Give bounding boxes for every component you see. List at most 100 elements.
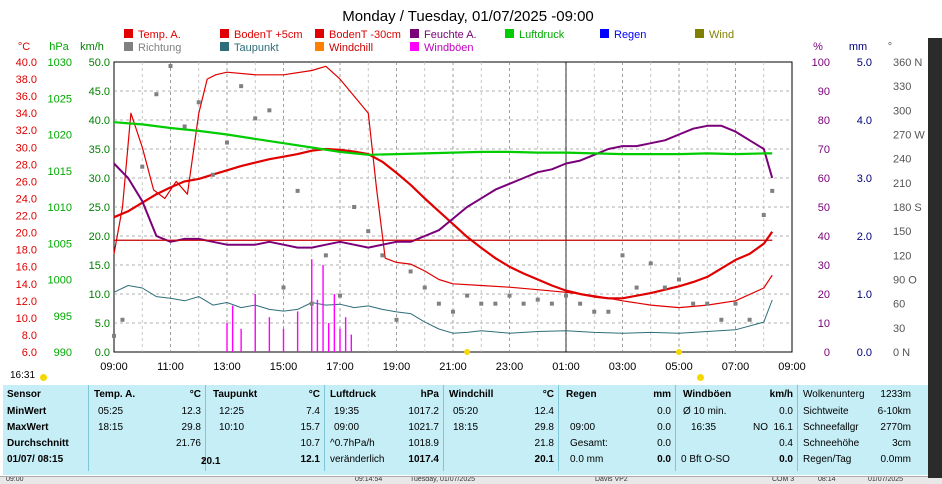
pressure-axis-tick: 1010: [48, 202, 72, 214]
taupunkt-column: Taupunkt °C 12:25 7.4 10:10 15.7 10.7 12.1: [207, 385, 325, 471]
direction-point: [479, 301, 484, 306]
temp-axis-tick: 36.0: [16, 91, 37, 103]
windboeen-current-value: 0.0: [779, 454, 793, 465]
legend-label-bodent-5cm: BodenT +5cm: [234, 29, 303, 41]
direction-axis-tick: 60: [893, 299, 905, 311]
pressure-axis-tick: 1015: [48, 166, 72, 178]
direction-point: [253, 116, 258, 121]
direction-point: [761, 213, 766, 218]
direction-axis-tick: 360 N: [893, 57, 922, 69]
left-axes: 40.0 38.0 36.0 34.0 32.0 30.0 28.0 26.0 24.0 22.0…: [16, 57, 110, 359]
regen-since-time: 09:00: [570, 422, 596, 433]
speed-axis-tick: 20.0: [89, 231, 110, 243]
speed-axis-unit: km/h: [80, 41, 104, 53]
direction-point: [691, 301, 696, 306]
direction-point: [634, 285, 639, 290]
pressure-axis-unit: hPa: [49, 41, 69, 53]
summary-panel: Sensor MinWert MaxWert Durchschnitt 01/0…: [3, 385, 938, 475]
taupunkt-max-value: 15.7: [300, 422, 320, 433]
direction-point: [112, 333, 116, 338]
humidity-axis-tick: 100: [812, 57, 830, 69]
direction-axis-tick: 90 O: [893, 275, 917, 287]
speed-axis-tick: 45.0: [89, 86, 110, 98]
temp-max-time: 18:15: [98, 422, 124, 433]
direction-point: [380, 253, 385, 258]
status-bar: 09:00 09:14:54 Tuesday, 01/07/2025 Davis…: [0, 476, 942, 484]
rain-axis-tick: 0.0: [857, 347, 872, 359]
x-axis-tick: 19:00: [383, 361, 411, 373]
windboeen-header: Windböen: [683, 389, 732, 400]
x-axis-tick: 13:00: [213, 361, 241, 373]
rain-axis-unit: mm: [849, 41, 867, 53]
window-edge: [928, 38, 942, 478]
direction-point: [493, 301, 498, 306]
legend-swatch-bodent-30cm: [315, 29, 324, 38]
visibility-label: Sichtweite: [803, 406, 849, 417]
windchill-min-value: 12.4: [534, 406, 554, 417]
direction-axis-tick: 150: [893, 226, 911, 238]
rain-axis-tick: 1.0: [857, 289, 872, 301]
windchill-header: Windchill: [449, 389, 494, 400]
humidity-axis-unit: %: [813, 41, 823, 53]
taupunkt-header: Taupunkt: [213, 389, 258, 400]
snowline-value: 2770m: [880, 422, 911, 433]
direction-point: [323, 253, 328, 258]
x-axis-tick: 05:00: [665, 361, 693, 373]
temp-axis-tick: 12.0: [16, 296, 37, 308]
direction-axis-tick: 0 N: [893, 347, 910, 359]
direction-point: [225, 140, 229, 145]
windchill-avg-value: 21.8: [534, 438, 554, 449]
temp-axis-tick: 22.0: [16, 211, 37, 223]
direction-point: [719, 317, 724, 322]
snow-depth-value: 3cm: [892, 438, 911, 449]
speed-axis-tick: 10.0: [89, 289, 110, 301]
direction-point: [535, 297, 540, 302]
clock-label: 16:31: [10, 370, 36, 381]
temp-axis-tick: 24.0: [16, 193, 37, 205]
luftdruck-min-time: 19:35: [334, 406, 360, 417]
series-line-taupunkt: [113, 285, 773, 334]
speed-axis-tick: 30.0: [89, 173, 110, 185]
visibility-value: 6-10km: [877, 406, 911, 417]
direction-point: [436, 301, 441, 306]
windchill-current-value: 20.1: [534, 454, 554, 465]
windboeen-max-direction: NO: [753, 422, 768, 433]
temp-axis-tick: 32.0: [16, 125, 37, 137]
status-station: Davis VP2: [595, 476, 628, 483]
cloud-base-value: 1233m: [880, 389, 911, 400]
misc-column: Wolkenunterg 1233m Sichtweite 6-10km Schne…: [799, 385, 911, 471]
direction-point: [677, 277, 681, 282]
legend-label-feuchte-a-: Feuchte A.: [424, 29, 477, 41]
direction-axis-tick: 180 S: [893, 202, 922, 214]
temp-column: Temp. A. °C 05:25 12.3 18:15 29.8 21.76 ↑ 20…: [90, 385, 220, 471]
direction-axis-tick: 240: [893, 154, 911, 166]
direction-point: [507, 293, 512, 298]
direction-point: [592, 309, 597, 314]
status-time: 09:00: [6, 476, 24, 483]
taupunkt-unit: °C: [308, 389, 320, 400]
legend-swatch-windchill: [315, 42, 324, 51]
temp-axis-tick: 26.0: [16, 176, 37, 188]
legend-swatch-taupunkt: [220, 42, 229, 51]
legend-swatch-luftdruck: [505, 29, 514, 38]
temp-axis-tick: 40.0: [16, 57, 37, 69]
direction-point: [154, 92, 159, 97]
temp-max-value: 29.8: [181, 422, 201, 433]
legend-label-bodent-30cm: BodenT -30cm: [329, 29, 401, 41]
luftdruck-trend-rate: ^0.7hPa/h: [330, 438, 375, 449]
legend-label-taupunkt: Taupunkt: [234, 42, 279, 54]
temp-min-time: 05:25: [98, 406, 124, 417]
direction-point: [606, 309, 611, 314]
direction-point: [140, 164, 145, 169]
direction-point: [295, 188, 300, 193]
direction-point: [451, 309, 455, 314]
direction-point: [309, 301, 314, 306]
pressure-axis-tick: 1025: [48, 93, 72, 105]
x-axis-tick: 17:00: [326, 361, 354, 373]
cloud-base-label: Wolkenunterg: [803, 389, 865, 400]
direction-point: [549, 301, 554, 306]
direction-point: [366, 229, 371, 234]
avg-label: Durchschnitt: [7, 438, 69, 449]
x-axis: 09:00 11:00 13:00 15:00 17:00 19:00 21:00 23:00…: [100, 361, 806, 373]
direction-point: [338, 293, 342, 298]
